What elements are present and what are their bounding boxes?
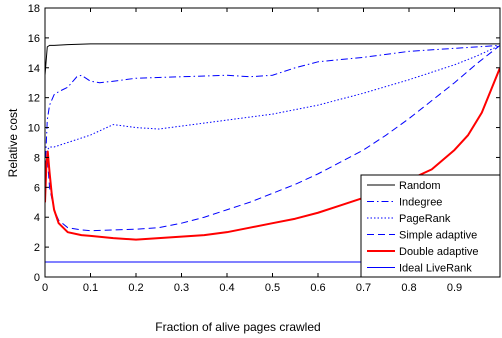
x-tick-label: 0 — [42, 282, 48, 294]
series-line-indegree — [45, 44, 500, 173]
x-tick-label: 0.7 — [356, 282, 371, 294]
y-tick-label: 18 — [28, 3, 40, 15]
x-tick-label: 0.6 — [310, 282, 325, 294]
legend-label-simple-adaptive: Simple adaptive — [399, 230, 477, 242]
x-tick-label: 0.3 — [174, 282, 189, 294]
x-tick-label: 0.4 — [219, 282, 234, 294]
legend-label-pagerank: PageRank — [399, 213, 451, 225]
legend-label-double-adaptive: Double adaptive — [399, 246, 479, 258]
x-axis-label: Fraction of alive pages crawled — [155, 320, 320, 334]
x-axis: 0 0.1 0.2 0.3 0.4 0.5 0.6 0.7 0.8 0.9 — [42, 8, 462, 294]
y-tick-label: 10 — [28, 123, 40, 135]
x-tick-label: 0.2 — [128, 282, 143, 294]
y-tick-label: 2 — [34, 242, 40, 254]
y-tick-label: 12 — [28, 93, 40, 105]
x-tick-label: 0.9 — [447, 282, 462, 294]
legend-label-random: Random — [399, 180, 441, 192]
x-tick-label: 0.5 — [265, 282, 280, 294]
legend-label-ideal-liverank: Ideal LiveRank — [399, 263, 472, 275]
series-line-double-adaptive — [45, 67, 500, 241]
series-line-pagerank — [45, 44, 500, 188]
y-tick-label: 14 — [28, 63, 40, 75]
series-line-random — [45, 43, 500, 76]
x-tick-label: 0.8 — [401, 282, 416, 294]
y-axis: 0 2 4 6 8 10 12 14 16 18 — [28, 3, 500, 284]
y-axis-label: Relative cost — [6, 108, 20, 177]
series-line-simple-adaptive — [45, 44, 500, 232]
legend: Random Indegree PageRank Simple adaptive Dou… — [360, 174, 501, 278]
y-tick-label: 8 — [34, 152, 40, 164]
legend-box — [360, 174, 501, 278]
y-tick-label: 4 — [34, 212, 40, 224]
legend-label-indegree: Indegree — [399, 197, 442, 209]
y-tick-label: 6 — [34, 182, 40, 194]
y-tick-label: 16 — [28, 33, 40, 45]
y-tick-label: 0 — [34, 272, 40, 284]
x-tick-label: 0.1 — [83, 282, 98, 294]
